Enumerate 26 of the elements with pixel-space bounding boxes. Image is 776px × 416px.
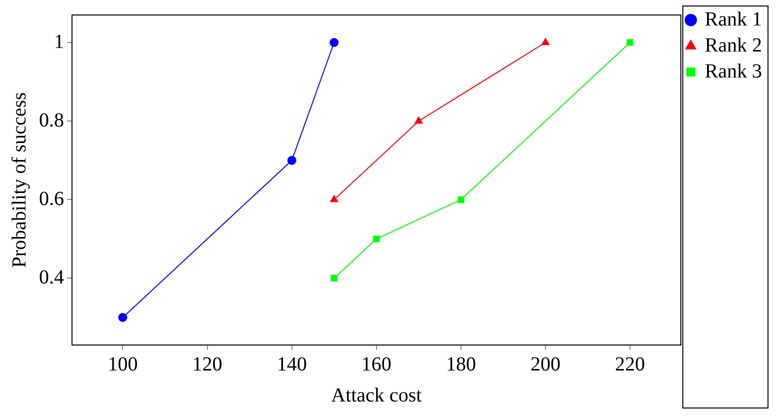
x-tick-label: 140 bbox=[276, 353, 307, 376]
legend-label: Rank 3 bbox=[704, 60, 762, 82]
point bbox=[118, 313, 128, 322]
y-tick-label: 1 bbox=[54, 30, 64, 53]
x-tick-label: 120 bbox=[192, 353, 222, 376]
point bbox=[330, 274, 338, 282]
x-tick-label: 160 bbox=[361, 353, 392, 376]
point bbox=[330, 195, 338, 202]
y-tick-label: 0.4 bbox=[39, 266, 64, 288]
point bbox=[458, 196, 464, 203]
point bbox=[414, 116, 423, 124]
legend-label: Rank 2 bbox=[704, 34, 762, 56]
point bbox=[542, 38, 550, 45]
point bbox=[626, 39, 634, 46]
point bbox=[287, 156, 296, 165]
y-axis-title: Probability of success bbox=[8, 92, 30, 268]
legend-label: Rank 1 bbox=[704, 8, 762, 30]
x-tick-label: 220 bbox=[615, 353, 646, 376]
x-tick-label: 200 bbox=[530, 353, 560, 376]
point bbox=[373, 236, 380, 242]
x-tick-label: 180 bbox=[446, 353, 476, 376]
y-tick-label: 0.6 bbox=[39, 188, 64, 210]
y-tick-label: 0.8 bbox=[39, 109, 64, 132]
point bbox=[330, 38, 339, 47]
x-axis-title: Attack cost bbox=[331, 384, 422, 406]
x-tick-label: 100 bbox=[108, 353, 138, 376]
